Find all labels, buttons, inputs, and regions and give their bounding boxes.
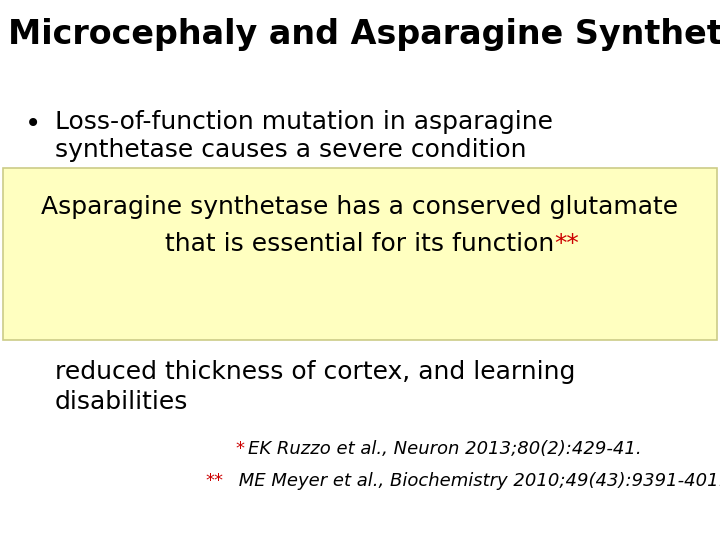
Text: synthetase causes a severe condition: synthetase causes a severe condition [55, 138, 526, 162]
Text: Asparagine synthetase has a conserved glutamate: Asparagine synthetase has a conserved gl… [42, 195, 678, 219]
Text: ME Meyer et al., Biochemistry 2010;49(43):9391-401.: ME Meyer et al., Biochemistry 2010;49(43… [233, 472, 720, 490]
Text: reduced thickness of cortex, and learning: reduced thickness of cortex, and learnin… [55, 360, 575, 384]
Text: Loss-of-function mutation in asparagine: Loss-of-function mutation in asparagine [55, 110, 553, 134]
Text: EK Ruzzo et al., Neuron 2013;80(2):429-41.: EK Ruzzo et al., Neuron 2013;80(2):429-4… [248, 440, 642, 458]
Text: **: ** [205, 472, 223, 490]
Text: *: * [235, 440, 244, 458]
Text: that is essential for its function: that is essential for its function [166, 232, 554, 256]
FancyBboxPatch shape [3, 168, 717, 340]
Text: **: ** [554, 232, 580, 256]
Text: •: • [25, 110, 41, 138]
Text: disabilities: disabilities [55, 390, 189, 414]
Text: Microcephaly and Asparagine Synthetase: Microcephaly and Asparagine Synthetase [8, 18, 720, 51]
